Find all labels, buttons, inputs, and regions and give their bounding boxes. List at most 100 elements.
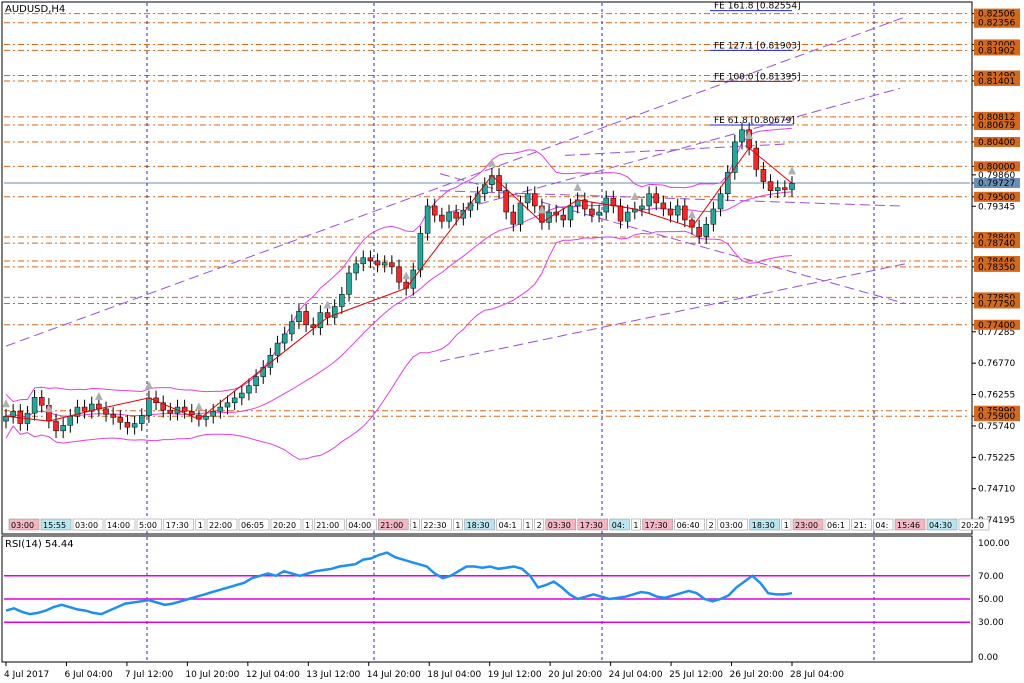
event-tag: 04: <box>875 521 888 530</box>
candle <box>296 311 302 322</box>
rsi-pane <box>1 535 973 663</box>
level-tag: 0.75900 <box>978 412 1015 422</box>
event-tag: 1 <box>633 521 638 530</box>
candle <box>317 312 324 329</box>
candle <box>724 172 731 195</box>
candle <box>146 397 152 416</box>
event-tag-bg <box>534 518 545 531</box>
price-pane <box>1 1 973 535</box>
time-label: 20 Jul 20:00 <box>548 670 602 680</box>
event-tag: 03:00 <box>720 521 743 530</box>
candle <box>789 183 795 190</box>
candle <box>446 211 452 222</box>
level-tag-bg <box>974 256 1020 267</box>
level-tag: 0.78740 <box>978 239 1015 249</box>
level-tag-bg <box>974 136 1020 147</box>
event-tag: 17:30 <box>166 521 189 530</box>
fractal-arrow <box>402 271 411 280</box>
current-price-tag: 0.79727 <box>978 179 1015 189</box>
level-tag: 0.77400 <box>978 321 1015 331</box>
level-tag-bg <box>974 39 1020 50</box>
fractal-arrow <box>323 300 332 309</box>
event-tag: 1 <box>455 521 460 530</box>
trend-channel-line <box>439 190 901 207</box>
level-tag-bg <box>974 405 1020 416</box>
candle <box>624 211 631 222</box>
event-tag: 2 <box>537 521 542 530</box>
price-tick-label: 0.75225 <box>978 453 1015 463</box>
fractal-arrow <box>487 158 496 167</box>
candle <box>474 193 481 204</box>
fibo-label: FE 100.0 [0.81395] <box>714 72 801 82</box>
candle <box>639 205 645 210</box>
event-tag: 1 <box>525 521 530 530</box>
rsi-tick-label: 50.00 <box>978 595 1004 605</box>
level-tag: 0.78350 <box>978 263 1015 273</box>
level-tag-bg <box>974 45 1020 56</box>
bollinger-upper <box>5 127 793 403</box>
candle <box>710 208 717 225</box>
event-tag-bg <box>302 518 313 531</box>
candle <box>439 214 445 222</box>
event-tag-bg <box>421 518 452 531</box>
time-label: 13 Jul 12:00 <box>306 670 360 680</box>
fractal-arrow <box>537 205 546 214</box>
time-label: 19 Jul 12:00 <box>488 670 542 680</box>
candle <box>160 402 166 411</box>
event-tag-bg <box>873 518 894 531</box>
event-tag-bg <box>706 518 717 531</box>
candle <box>582 199 588 210</box>
event-tag: 20:20 <box>273 521 296 530</box>
event-tag: 06:40 <box>677 521 700 530</box>
candle <box>689 219 695 228</box>
rsi-tick-label: 100.00 <box>978 539 1010 549</box>
level-tag-bg <box>974 17 1020 28</box>
fibo-label: FE 161.8 [0.82554] <box>714 2 801 12</box>
level-tag-bg <box>974 232 1020 243</box>
candle <box>667 208 674 216</box>
candle <box>617 205 624 222</box>
candle <box>660 202 667 210</box>
price-tick-label: 0.79860 <box>978 171 1015 181</box>
time-label: 7 Jul 12:00 <box>125 670 174 680</box>
candle <box>753 147 760 170</box>
candle <box>274 342 281 356</box>
candle <box>74 406 81 417</box>
event-tag-bg <box>238 518 270 531</box>
rsi-line <box>5 551 793 616</box>
event-tag: 18:30 <box>752 521 775 530</box>
event-tag-bg <box>926 518 958 531</box>
event-tag-bg <box>523 518 533 531</box>
level-tag: 0.77750 <box>978 299 1015 309</box>
event-tag: 21: <box>854 521 867 530</box>
event-tag-bg <box>851 518 872 531</box>
fractal-arrow <box>194 402 203 411</box>
event-tag-bg <box>72 518 104 531</box>
candle <box>767 181 774 191</box>
event-tag: 04: <box>612 521 625 530</box>
rsi-tick-label: 0.00 <box>978 653 998 663</box>
price-tick-label: 0.79345 <box>978 202 1015 212</box>
event-tag: 04:1 <box>499 521 517 530</box>
event-tag: 20:20 <box>961 521 984 530</box>
candle <box>167 409 174 414</box>
event-tag-bg <box>631 518 641 531</box>
candle <box>496 175 502 191</box>
event-tag: 04:00 <box>348 521 371 530</box>
event-tag: 5:00 <box>139 521 157 530</box>
event-tag: 03:00 <box>75 521 98 530</box>
event-tag: 15:55 <box>43 521 66 530</box>
level-tag: 0.80679 <box>978 121 1015 131</box>
candle <box>117 417 124 423</box>
trend-channel-line <box>5 16 906 347</box>
candle <box>374 260 381 266</box>
event-tag-bg <box>824 518 851 531</box>
fractal-arrow <box>788 166 796 175</box>
candle <box>739 129 745 143</box>
candle <box>131 423 138 428</box>
trend-channel-line <box>564 143 791 156</box>
candle <box>203 415 209 420</box>
candle <box>253 376 259 386</box>
fractal-arrow <box>687 210 696 219</box>
